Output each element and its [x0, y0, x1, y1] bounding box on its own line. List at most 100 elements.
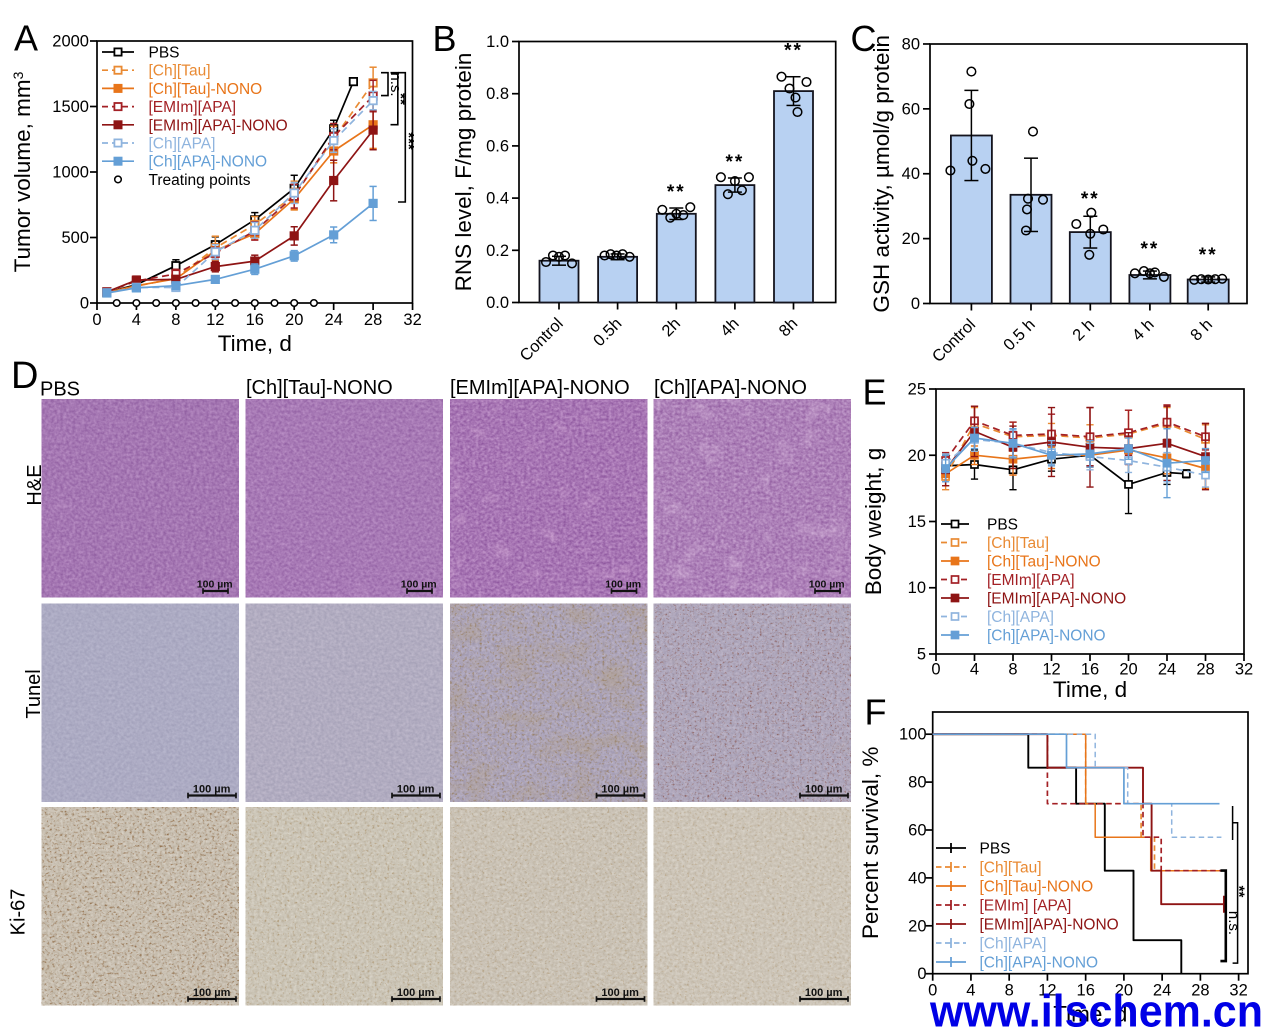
- svg-text:100 µm: 100 µm: [601, 784, 639, 796]
- svg-text:A: A: [14, 18, 38, 59]
- svg-text:80: 80: [902, 36, 920, 54]
- svg-text:0.8: 0.8: [486, 85, 509, 103]
- svg-text:10: 10: [908, 579, 926, 597]
- svg-text:[Ch][Tau]-NONO: [Ch][Tau]-NONO: [246, 377, 393, 399]
- svg-text:[Ch][APA]-NONO: [Ch][APA]-NONO: [980, 955, 1099, 972]
- svg-text:40: 40: [902, 165, 920, 183]
- svg-text:8: 8: [171, 311, 180, 329]
- svg-text:**: **: [1081, 189, 1100, 210]
- svg-text:20: 20: [1115, 982, 1133, 1000]
- svg-text:20: 20: [285, 311, 303, 329]
- svg-text:0.0: 0.0: [486, 294, 509, 312]
- svg-text:[EMIm] [APA]: [EMIm] [APA]: [980, 898, 1072, 915]
- svg-text:Tunel: Tunel: [23, 669, 45, 718]
- svg-text:PBS: PBS: [987, 517, 1018, 534]
- svg-text:16: 16: [1081, 661, 1099, 679]
- svg-text:**: **: [392, 93, 409, 105]
- svg-text:PBS: PBS: [149, 45, 180, 62]
- svg-text:[Ch][APA]: [Ch][APA]: [149, 136, 216, 153]
- svg-text:100 µm: 100 µm: [397, 987, 435, 999]
- svg-text:100 µm: 100 µm: [193, 987, 231, 999]
- svg-text:[Ch][Tau]: [Ch][Tau]: [149, 63, 211, 80]
- svg-text:[Ch][APA]-NONO: [Ch][APA]-NONO: [654, 377, 807, 399]
- svg-text:**: **: [784, 41, 803, 62]
- svg-text:100: 100: [899, 726, 927, 744]
- svg-text:8: 8: [1008, 661, 1017, 679]
- svg-text:[Ch][Tau]: [Ch][Tau]: [980, 860, 1042, 877]
- svg-text:[Ch][APA]: [Ch][APA]: [987, 609, 1054, 626]
- svg-text:16: 16: [1077, 982, 1095, 1000]
- svg-text:20: 20: [1119, 661, 1137, 679]
- svg-text:F: F: [865, 692, 887, 733]
- svg-text:28: 28: [364, 311, 382, 329]
- svg-text:**: **: [1199, 245, 1218, 266]
- svg-text:20: 20: [908, 917, 926, 935]
- svg-text:100 µm: 100 µm: [197, 579, 233, 591]
- svg-text:40: 40: [908, 869, 926, 887]
- svg-text:12: 12: [206, 311, 224, 329]
- svg-text:0.6: 0.6: [486, 137, 509, 155]
- svg-text:**: **: [1141, 239, 1160, 260]
- svg-text:Ki-67: Ki-67: [8, 889, 30, 936]
- svg-text:1000: 1000: [52, 164, 89, 182]
- svg-text:0: 0: [917, 965, 926, 983]
- svg-text:1500: 1500: [52, 98, 89, 116]
- svg-text:**: **: [1231, 886, 1248, 898]
- svg-text:500: 500: [61, 229, 89, 247]
- svg-text:16: 16: [246, 311, 264, 329]
- svg-text:PBS: PBS: [40, 379, 80, 401]
- svg-text:B: B: [433, 18, 457, 59]
- svg-text:20: 20: [908, 447, 926, 465]
- svg-text:[Ch][APA]: [Ch][APA]: [980, 936, 1047, 953]
- svg-text:24: 24: [325, 311, 343, 329]
- svg-text:0.2: 0.2: [486, 242, 509, 260]
- svg-text:20: 20: [902, 230, 920, 248]
- svg-text:25: 25: [908, 381, 926, 399]
- svg-text:24: 24: [1153, 982, 1171, 1000]
- svg-text:GSH activity, µmol/g protein: GSH activity, µmol/g protein: [869, 35, 894, 313]
- svg-text:Percent survival, %: Percent survival, %: [858, 747, 883, 940]
- svg-text:[EMIm][APA]-NONO: [EMIm][APA]-NONO: [450, 377, 630, 399]
- svg-text:Body weight, g: Body weight, g: [861, 448, 886, 596]
- svg-text:Time, d: Time, d: [1053, 1002, 1127, 1027]
- svg-text:32: 32: [403, 311, 421, 329]
- svg-text:[Ch][Tau]-NONO: [Ch][Tau]-NONO: [980, 879, 1094, 896]
- svg-text:[EMIm][APA]: [EMIm][APA]: [149, 99, 237, 116]
- svg-text:[EMIm][APA]-NONO: [EMIm][APA]-NONO: [980, 917, 1119, 934]
- svg-text:100 µm: 100 µm: [605, 579, 641, 591]
- svg-text:PBS: PBS: [980, 841, 1011, 858]
- svg-text:60: 60: [908, 822, 926, 840]
- svg-text:[EMIm][APA]-NONO: [EMIm][APA]-NONO: [149, 117, 288, 134]
- svg-text:C: C: [851, 18, 877, 59]
- svg-text:0: 0: [931, 661, 940, 679]
- svg-text:5: 5: [917, 646, 926, 664]
- svg-text:**: **: [667, 182, 686, 203]
- svg-text:Tumor volume, mm3: Tumor volume, mm3: [10, 71, 35, 272]
- svg-text:H&E: H&E: [24, 464, 46, 505]
- svg-text:***: ***: [400, 132, 417, 150]
- svg-text:24: 24: [1158, 661, 1176, 679]
- svg-text:100 µm: 100 µm: [809, 579, 845, 591]
- svg-text:[Ch][APA]-NONO: [Ch][APA]-NONO: [149, 154, 268, 171]
- svg-text:**: **: [726, 152, 745, 173]
- svg-text:80: 80: [908, 774, 926, 792]
- svg-text:0: 0: [911, 295, 920, 313]
- svg-text:8: 8: [1005, 982, 1014, 1000]
- svg-text:60: 60: [902, 100, 920, 118]
- svg-text:n.s.: n.s.: [387, 72, 404, 96]
- svg-text:100 µm: 100 µm: [401, 579, 437, 591]
- svg-text:www.ilschem.cn: www.ilschem.cn: [929, 986, 1263, 1033]
- svg-text:15: 15: [908, 513, 926, 531]
- svg-text:Time, d: Time, d: [1053, 677, 1127, 702]
- svg-text:12: 12: [1042, 661, 1060, 679]
- svg-text:1.0: 1.0: [486, 33, 509, 51]
- svg-text:4: 4: [966, 982, 975, 1000]
- svg-text:100 µm: 100 µm: [397, 784, 435, 796]
- svg-text:RNS level, F/mg protein: RNS level, F/mg protein: [451, 53, 476, 292]
- svg-text:Time, d: Time, d: [218, 331, 292, 356]
- svg-text:100 µm: 100 µm: [805, 784, 843, 796]
- svg-text:n.s.: n.s.: [1225, 911, 1242, 935]
- svg-text:[Ch][APA]-NONO: [Ch][APA]-NONO: [987, 628, 1106, 645]
- svg-text:2000: 2000: [52, 33, 89, 51]
- svg-text:100 µm: 100 µm: [601, 987, 639, 999]
